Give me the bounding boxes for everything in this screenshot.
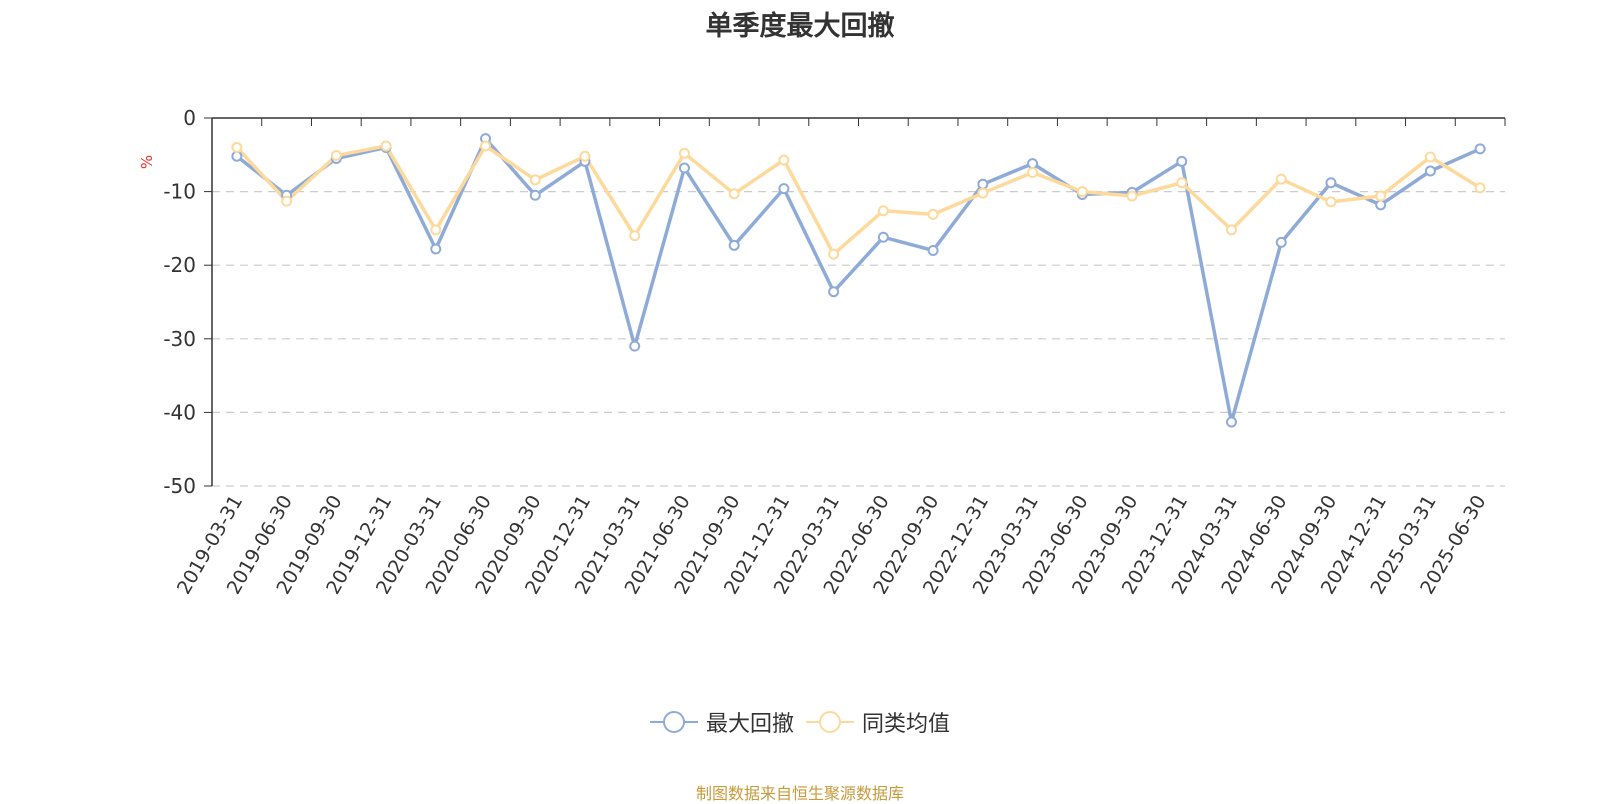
series-line-1	[235, 144, 1482, 256]
data-point-series-0[interactable]	[430, 243, 442, 255]
data-point-series-1[interactable]	[1027, 166, 1039, 178]
data-point-series-1[interactable]	[828, 248, 840, 260]
data-point-series-0[interactable]	[1225, 416, 1237, 428]
y-tick-label: -30	[163, 327, 196, 351]
legend-label: 同类均值	[862, 712, 951, 737]
data-point-series-0[interactable]	[778, 183, 790, 195]
data-point-series-1[interactable]	[430, 224, 442, 236]
legend-marker-icon	[649, 711, 698, 733]
series-line-0	[235, 136, 1481, 424]
data-point-series-1[interactable]	[1076, 186, 1088, 198]
y-tick-label: -20	[163, 253, 196, 277]
data-point-series-0[interactable]	[728, 239, 740, 251]
data-point-series-1[interactable]	[330, 150, 342, 162]
legend: 最大回撤 同类均值	[0, 706, 1600, 738]
data-point-series-0[interactable]	[977, 178, 989, 190]
data-point-series-1[interactable]	[380, 140, 392, 152]
data-point-series-0[interactable]	[1027, 158, 1039, 170]
data-point-series-1[interactable]	[1275, 173, 1287, 185]
data-point-series-1[interactable]	[579, 150, 591, 162]
y-axis-unit-label: %	[138, 155, 156, 169]
grid-layer	[212, 191, 1505, 487]
series-layer	[231, 133, 1486, 428]
data-point-series-0[interactable]	[877, 231, 889, 243]
legend-label: 最大回撤	[705, 712, 794, 737]
data-point-series-0[interactable]	[828, 286, 840, 298]
data-point-series-1[interactable]	[1176, 177, 1188, 189]
data-point-series-1[interactable]	[678, 147, 690, 159]
source-note: 制图数据来自恒生聚源数据库	[695, 784, 904, 803]
data-point-series-1[interactable]	[1424, 151, 1436, 163]
y-tick-label: -50	[163, 474, 196, 498]
data-point-series-1[interactable]	[1325, 196, 1337, 208]
data-point-series-0[interactable]	[529, 189, 541, 201]
data-point-series-1[interactable]	[977, 187, 989, 199]
data-point-series-0[interactable]	[231, 150, 243, 162]
legend-item-series-0[interactable]: 最大回撤	[649, 706, 794, 738]
data-point-series-1[interactable]	[281, 195, 293, 207]
data-point-series-1[interactable]	[728, 188, 740, 200]
y-tick-label: -40	[163, 400, 196, 424]
y-tick-label: 0	[183, 106, 196, 130]
data-point-series-1[interactable]	[629, 230, 641, 242]
y-tick-label: -10	[163, 180, 196, 204]
data-point-series-1[interactable]	[480, 140, 492, 152]
data-point-series-0[interactable]	[629, 340, 641, 352]
data-point-series-1[interactable]	[778, 154, 790, 166]
data-point-series-1[interactable]	[529, 174, 541, 186]
legend-marker-icon	[806, 711, 854, 733]
axis-layer: 0-10-20-30-40-502019-03-312019-06-302019…	[163, 106, 1506, 598]
data-point-series-0[interactable]	[1176, 155, 1188, 167]
data-point-series-1[interactable]	[1225, 224, 1237, 236]
data-point-series-1[interactable]	[927, 208, 939, 220]
data-point-series-1[interactable]	[1126, 190, 1138, 202]
data-point-series-0[interactable]	[1474, 143, 1486, 155]
data-point-series-0[interactable]	[1375, 199, 1387, 211]
data-point-series-0[interactable]	[1325, 177, 1337, 189]
data-point-series-0[interactable]	[927, 244, 939, 256]
data-point-series-1[interactable]	[1474, 182, 1486, 194]
data-point-series-1[interactable]	[1375, 190, 1387, 202]
data-point-series-0[interactable]	[1424, 165, 1436, 177]
data-point-series-0[interactable]	[1275, 236, 1287, 248]
data-point-series-1[interactable]	[877, 205, 889, 217]
data-point-series-0[interactable]	[678, 162, 690, 174]
data-point-series-1[interactable]	[231, 141, 243, 153]
legend-item-series-1[interactable]: 同类均值	[806, 706, 950, 738]
chart-title: 单季度最大回撤	[705, 11, 895, 42]
